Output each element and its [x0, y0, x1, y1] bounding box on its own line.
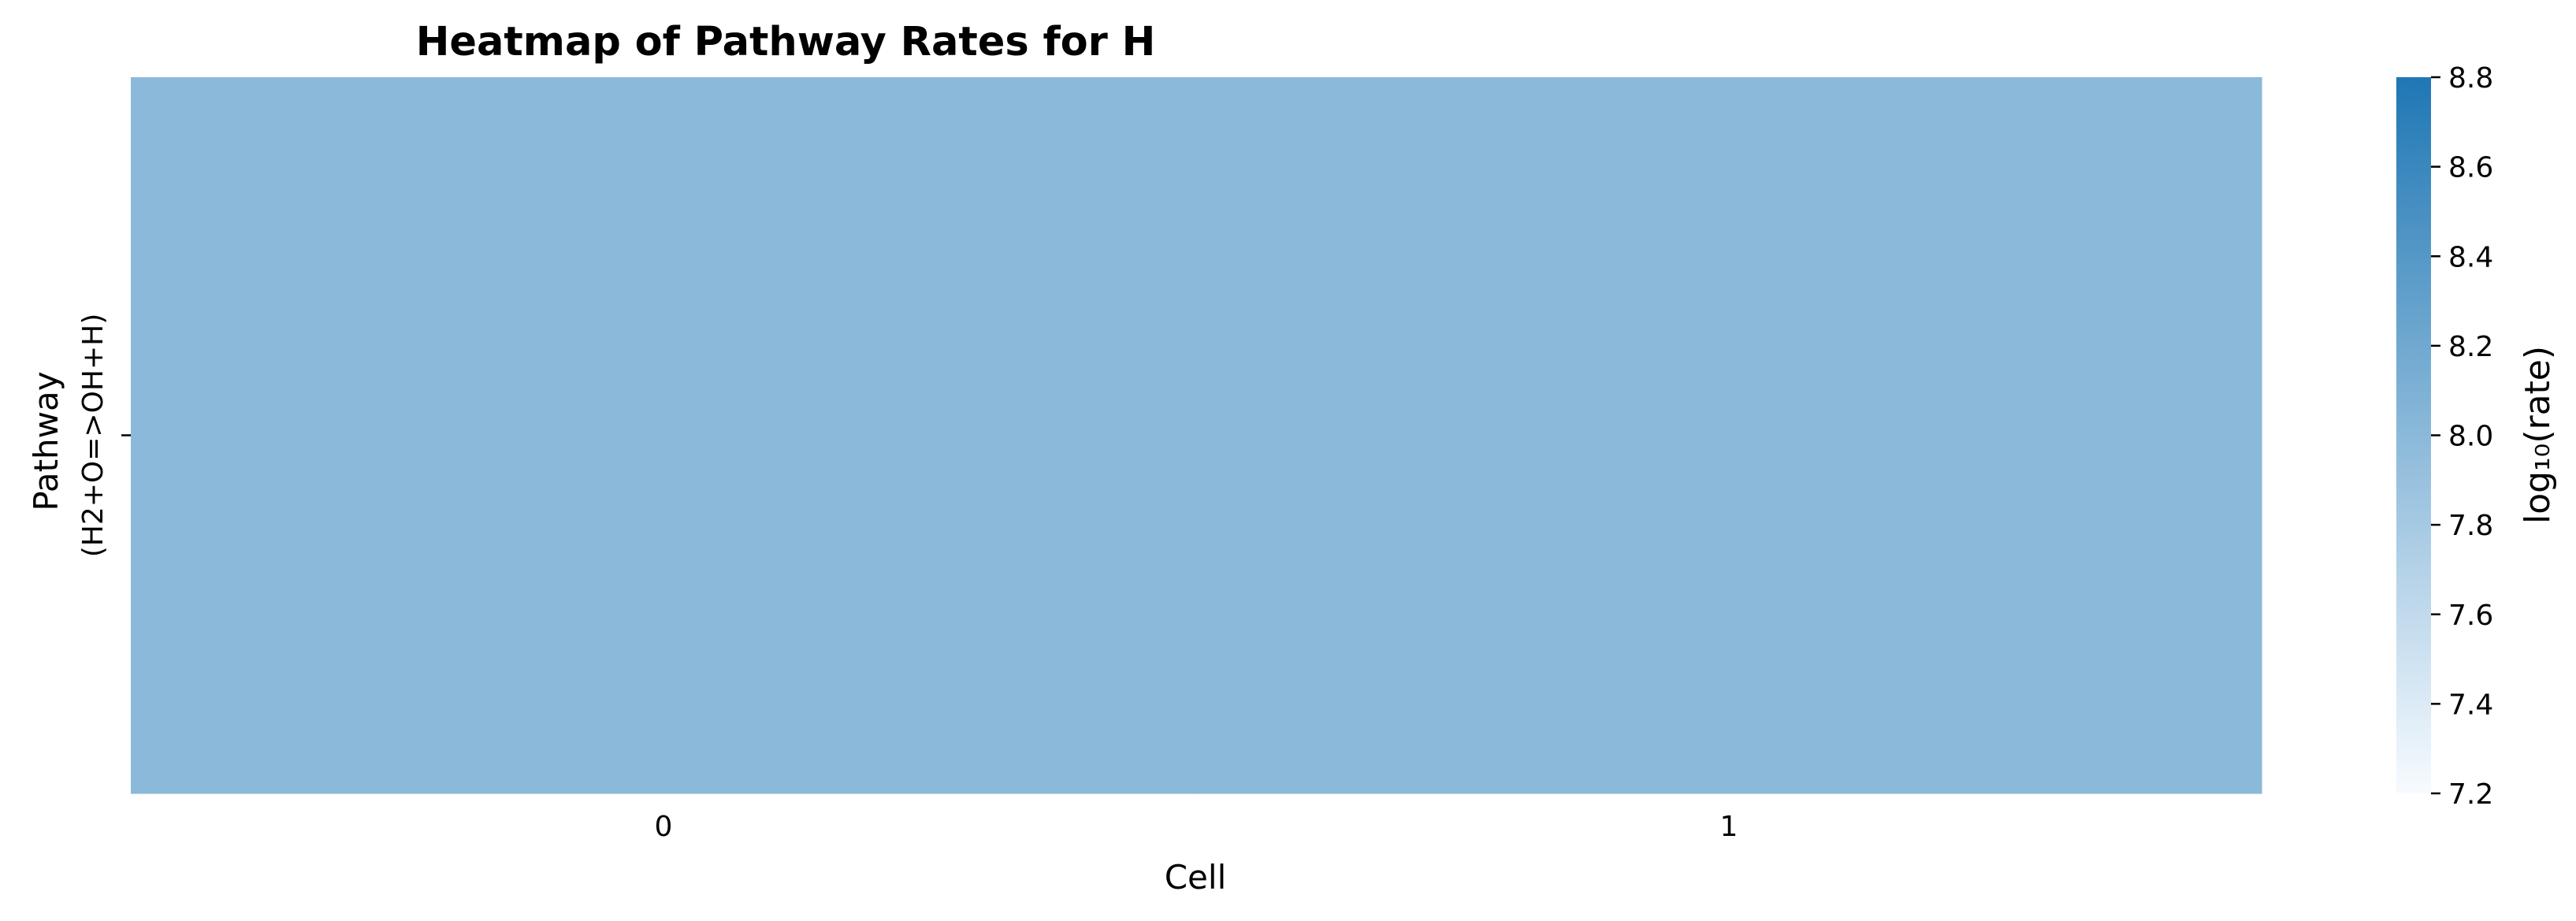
chart-title: Heatmap of Pathway Rates for H — [416, 19, 1156, 65]
colorbar-tick-label: 7.8 — [2448, 510, 2493, 542]
heatmap-cells — [131, 77, 2262, 794]
y-axis-ticks: (H2+O=>OH+H) — [77, 314, 131, 558]
heatmap-cell — [131, 77, 1197, 794]
colorbar-tick-label: 8.8 — [2448, 62, 2493, 95]
colorbar-tick-label: 8.4 — [2448, 241, 2493, 273]
colorbar-tick-label: 8.6 — [2448, 152, 2493, 184]
heatmap-cell — [1196, 77, 2262, 794]
colorbar-tick-label: 7.4 — [2448, 689, 2493, 721]
colorbar-tick-label: 8.2 — [2448, 331, 2493, 363]
colorbar-ticks: 7.2 7.4 7.6 7.8 8.0 8.2 8.4 8.6 8.8 — [2431, 62, 2493, 811]
colorbar-tick-label: 7.2 — [2448, 778, 2493, 811]
x-axis-label: Cell — [1165, 858, 1227, 897]
colorbar-tick-label: 7.6 — [2448, 600, 2493, 632]
colorbar-tick-label: 8.0 — [2448, 421, 2493, 453]
colorbar — [2396, 77, 2431, 793]
y-tick-label: (H2+O=>OH+H) — [77, 314, 110, 558]
colorbar-label: log₁₀(rate) — [2518, 346, 2558, 524]
x-tick-label: 0 — [655, 811, 673, 843]
x-tick-label: 1 — [1720, 811, 1738, 843]
y-axis-label: Pathway — [27, 371, 65, 511]
